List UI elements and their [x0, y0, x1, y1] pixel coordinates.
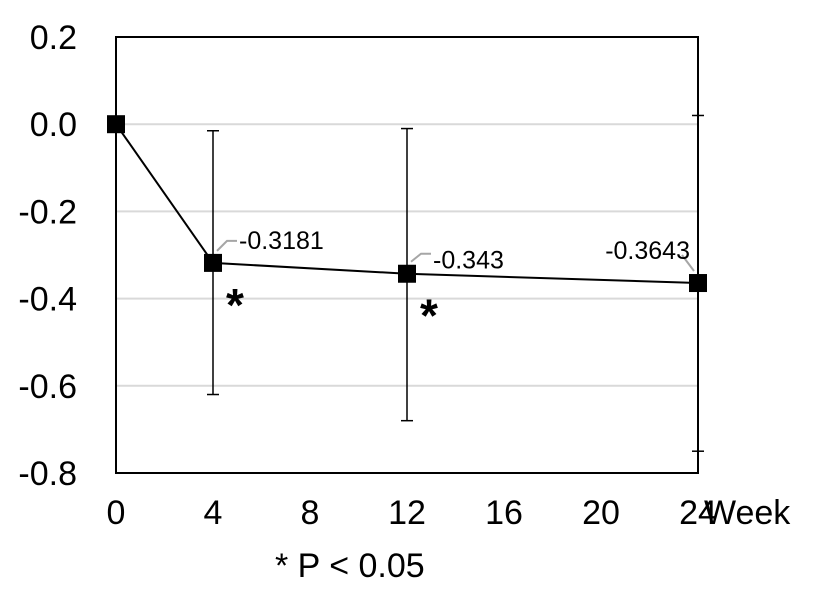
data-label: -0.3643: [605, 237, 690, 265]
y-tick-label: 0.0: [30, 106, 77, 144]
series-line: [115, 123, 699, 285]
data-label: -0.3181: [239, 227, 324, 255]
x-tick-label: 16: [485, 494, 523, 532]
series-line-group: [115, 123, 699, 285]
error-bars: [207, 114, 704, 452]
data-labels: -0.3181 -0.343 -0.3643: [216, 227, 695, 275]
x-tick-label: 0: [107, 494, 126, 532]
data-label-leader: [410, 252, 431, 263]
y-tick-label: -0.4: [18, 281, 77, 319]
x-tick-label: 8: [301, 494, 320, 532]
x-tick-label: 24: [679, 494, 717, 532]
data-label-leader: [216, 239, 237, 252]
y-tick-label: -0.6: [18, 368, 77, 406]
data-points: [107, 115, 707, 293]
y-axis-ticks: 0.2 0.0 -0.2 -0.4 -0.6 -0.8: [18, 19, 77, 493]
significance-asterisk: *: [226, 279, 244, 331]
x-tick-label: 4: [204, 494, 223, 532]
significance-footnote: * P < 0.05: [275, 547, 425, 585]
significance-asterisk: *: [420, 290, 438, 342]
significance-marks: * *: [226, 279, 438, 342]
y-tick-label: -0.2: [18, 193, 77, 231]
x-tick-label: 20: [582, 494, 620, 532]
data-label-leader: [681, 254, 695, 272]
x-tick-label: 12: [388, 494, 426, 532]
data-point-marker: [689, 274, 707, 293]
y-tick-label: -0.8: [18, 455, 77, 493]
data-point-marker: [107, 115, 125, 134]
data-point-marker: [204, 253, 222, 272]
x-axis-unit-label: Week: [704, 494, 791, 532]
y-tick-label: 0.2: [30, 19, 77, 57]
data-point-marker: [398, 264, 416, 283]
data-label: -0.343: [433, 247, 504, 275]
